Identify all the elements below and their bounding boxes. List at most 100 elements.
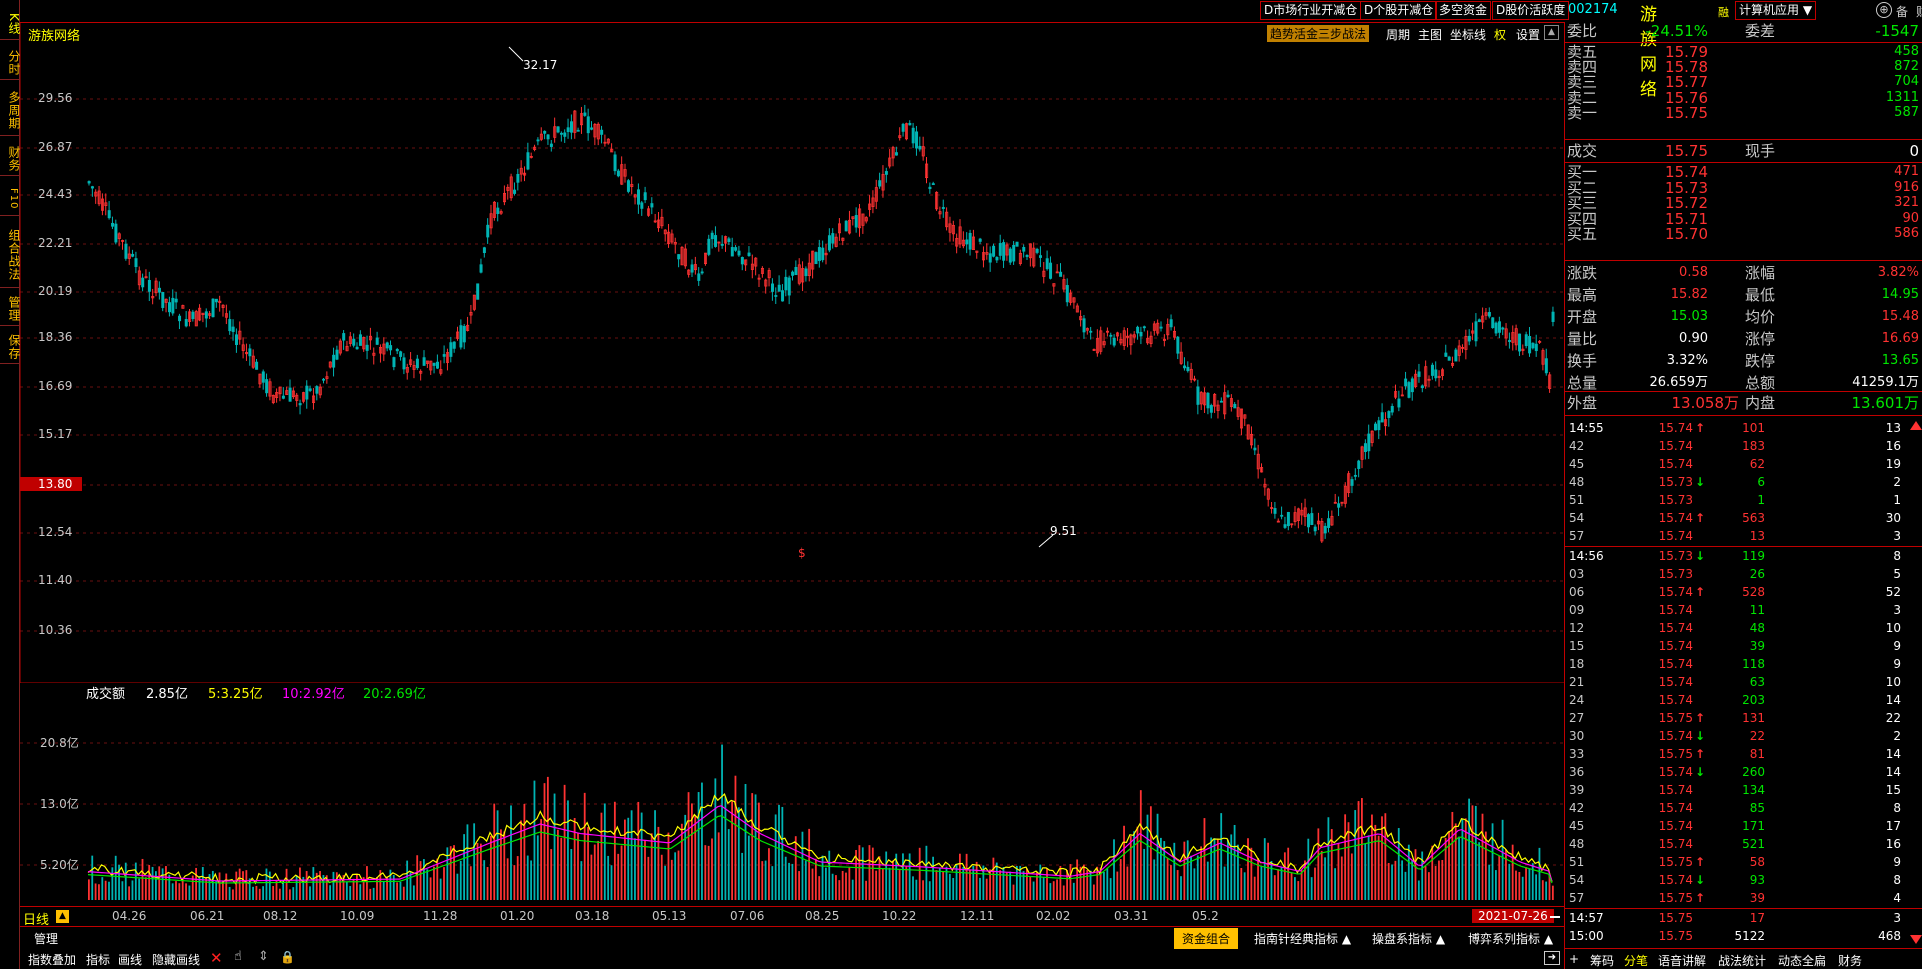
candle-body — [704, 252, 708, 265]
candle-body — [379, 346, 383, 354]
right-tab[interactable]: + — [1569, 952, 1580, 966]
right-tab[interactable]: 财务 — [1838, 954, 1863, 968]
volume-bar — [459, 860, 462, 900]
collapse-icon[interactable]: ▲ — [1544, 25, 1559, 40]
index-overlay-button[interactable]: 指数叠加 — [28, 953, 77, 967]
right-tab[interactable]: 战法统计 — [1718, 954, 1767, 968]
volume-bar — [1545, 881, 1548, 900]
candle-body — [214, 298, 218, 303]
tab-timeshare[interactable]: 分时 — [0, 46, 21, 80]
candle-body — [446, 352, 450, 363]
volume-bar — [680, 823, 683, 900]
right-tab[interactable]: 动态全扁 — [1778, 954, 1827, 968]
add-icon[interactable]: ⊕ — [1876, 2, 1892, 18]
tick-volume: 119 — [1742, 549, 1765, 563]
period-label[interactable]: 日线 — [23, 913, 50, 928]
tab-save[interactable]: 保存 — [0, 330, 21, 364]
candle-body — [1531, 342, 1535, 349]
price-activity-button[interactable]: D股价活跃度 — [1492, 1, 1570, 20]
tab-compass-indicators[interactable]: 指南针经典指标 ▲ — [1254, 932, 1352, 946]
right-tab[interactable]: 分笔 — [1624, 954, 1649, 968]
tick-time: 21 — [1569, 675, 1585, 689]
tab-trading-indicators[interactable]: 操盘系指标 ▲ — [1372, 932, 1446, 946]
volume-bar — [201, 867, 204, 900]
adjust-button[interactable]: 权 — [1494, 28, 1507, 42]
volume-bar — [577, 833, 579, 900]
candle-body — [978, 238, 982, 242]
candle-body — [1250, 433, 1254, 446]
volume-bar — [637, 801, 640, 900]
volume-bar — [731, 801, 733, 900]
stat-value: 0.58 — [1679, 265, 1708, 280]
scroll-up-icon[interactable] — [1910, 421, 1922, 430]
strategy-button[interactable]: 趋势活金三步战法 — [1267, 25, 1370, 42]
current-hand-value: 0 — [1909, 142, 1919, 160]
volume-bar — [101, 877, 104, 900]
volume-bar — [999, 870, 1001, 900]
candle-body — [1484, 312, 1488, 316]
candle-body — [871, 197, 875, 207]
notes-icon[interactable]: 备 — [1896, 5, 1909, 19]
market-industry-button[interactable]: D市场行业开减仓 — [1260, 1, 1362, 20]
settings-button[interactable]: 设置 — [1516, 28, 1541, 42]
move-icon[interactable]: ⇕ — [258, 949, 269, 964]
tab-combo-strategy[interactable]: 组合战法 — [0, 222, 21, 288]
industry-dropdown[interactable]: 计算机应用 ▼ — [1735, 1, 1817, 20]
minus-icon[interactable] — [1550, 916, 1560, 918]
stock-open-close-button[interactable]: D个股开减仓 — [1360, 1, 1438, 20]
tick-price: 15.74 — [1658, 729, 1693, 743]
candle-body — [680, 246, 684, 266]
candle-body — [301, 392, 305, 402]
tab-finance[interactable]: 财务 — [0, 142, 21, 176]
finance-icon[interactable]: 财 — [1916, 3, 1922, 20]
date-tick-label: 10.22 — [882, 909, 917, 923]
volume-bar — [1072, 882, 1075, 900]
candle-body — [600, 129, 604, 135]
pointer-icon[interactable]: ☝ — [234, 949, 242, 964]
candle-body — [982, 252, 986, 261]
candle-body — [794, 267, 798, 276]
long-short-funds-button[interactable]: 多空资金 — [1435, 1, 1492, 20]
candle-body — [925, 163, 929, 179]
tab-fund-combo[interactable]: 资金组合 — [1174, 928, 1239, 949]
tick-row: 42 15.74 85 8 — [1565, 799, 1922, 817]
volume-bar — [583, 792, 586, 900]
volume-bar — [366, 866, 368, 900]
kline-chart-pane[interactable]: 游族网络 趋势活金三步战法 周期 主图 坐标线 权 设置 ▲ 32.17 9.51… — [20, 22, 1564, 683]
right-tab[interactable]: 语音讲解 — [1658, 954, 1707, 968]
main-chart-button[interactable]: 主图 — [1418, 28, 1443, 42]
warning-icon[interactable]: ▲ — [56, 910, 69, 923]
volume-bar — [1317, 828, 1320, 900]
buy-level-row: 买四 15.71 90 — [1565, 210, 1922, 228]
export-icon[interactable]: ➜ — [1544, 951, 1560, 965]
hide-lines-button[interactable]: 隐藏画线 — [152, 953, 201, 967]
draw-line-button[interactable]: 画线 — [118, 953, 143, 967]
volume-bar — [1093, 884, 1095, 900]
volume-bar — [697, 792, 700, 900]
indicator-button[interactable]: 指标 — [86, 953, 111, 967]
lock-icon[interactable]: 🔒 — [280, 950, 295, 964]
tab-kline[interactable]: K线 — [0, 8, 21, 40]
tab-f10[interactable]: F10 — [0, 182, 20, 216]
tab-game-indicators[interactable]: 博弈系列指标 ▲ — [1468, 932, 1554, 946]
scroll-down-icon[interactable] — [1910, 935, 1922, 944]
period-button[interactable]: 周期 — [1386, 28, 1411, 42]
delete-icon[interactable]: ✕ — [210, 949, 223, 967]
drawing-toolbar: 指数叠加 指标 画线 隐藏画线 ✕ ☝ ⇕ 🔒 ➜ — [20, 948, 1564, 969]
tick-volume: 17 — [1749, 911, 1765, 925]
volume-bar — [1099, 867, 1102, 900]
candle-body — [1370, 430, 1374, 443]
tab-multi-period[interactable]: 多周期 — [0, 86, 21, 136]
candle-body — [1410, 378, 1414, 393]
manage-button[interactable]: 管理 — [34, 932, 59, 946]
tick-price: 15.74 — [1658, 819, 1693, 833]
right-tab[interactable]: 筹码 — [1590, 954, 1615, 968]
tick-row: 06 15.74 ↑ 528 52 — [1565, 583, 1922, 601]
volume-bar — [1394, 860, 1397, 900]
tab-manage[interactable]: 管理 — [0, 292, 21, 326]
candle-body — [559, 132, 563, 135]
tick-volume: 521 — [1742, 837, 1765, 851]
current-hand-label: 现手 — [1745, 142, 1776, 160]
volume-bar — [1541, 880, 1544, 900]
axis-button[interactable]: 坐标线 — [1450, 28, 1487, 42]
